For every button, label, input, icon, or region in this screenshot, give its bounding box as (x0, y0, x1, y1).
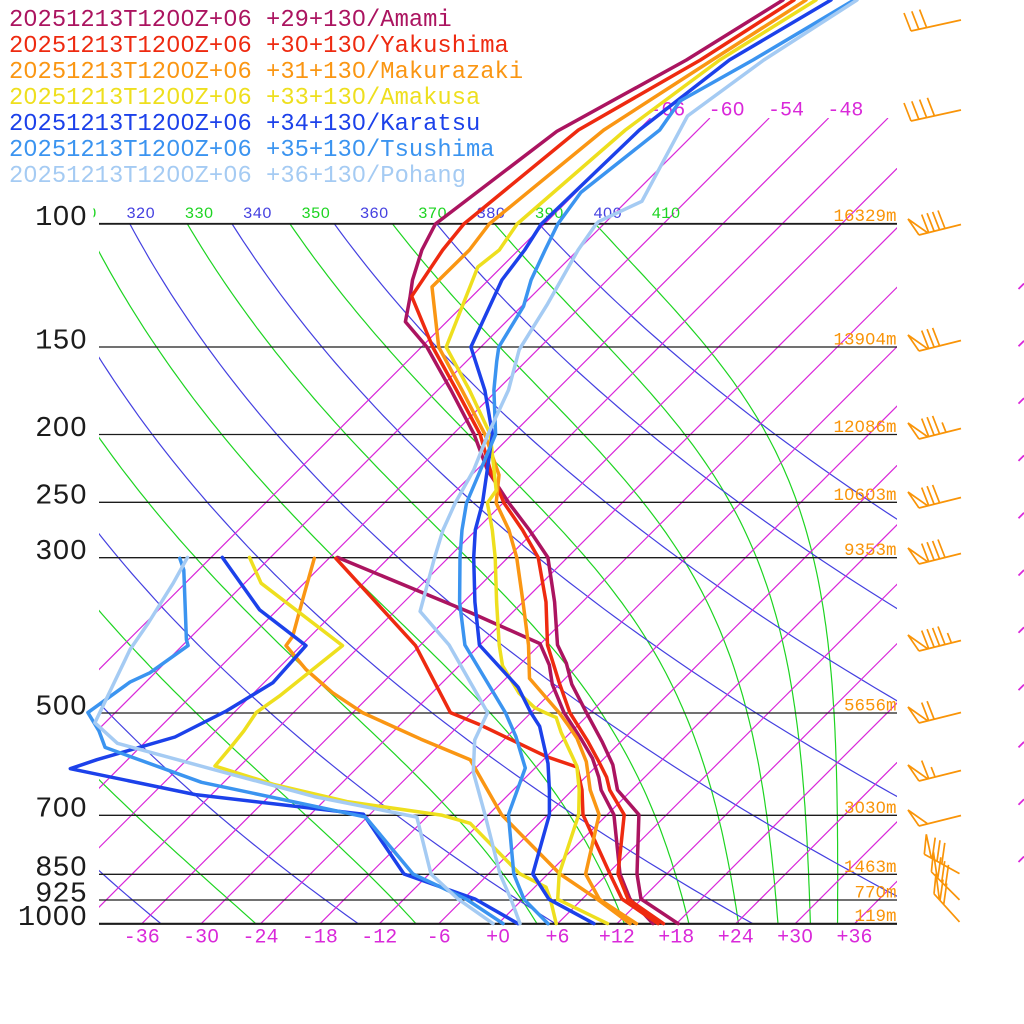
svg-text:5656m: 5656m (844, 697, 897, 717)
svg-text:330: 330 (185, 205, 214, 223)
svg-text:-12: -12 (361, 927, 397, 950)
svg-text:20251213T1200Z+06 +31+130/Maku: 20251213T1200Z+06 +31+130/Makurazaki (9, 59, 523, 86)
svg-text:320: 320 (126, 205, 155, 223)
svg-text:16329m: 16329m (833, 207, 896, 227)
svg-text:+24: +24 (718, 927, 754, 950)
svg-text:3030m: 3030m (844, 799, 897, 819)
svg-text:370: 370 (418, 205, 447, 223)
svg-text:350: 350 (301, 205, 330, 223)
svg-text:+36: +36 (836, 927, 872, 950)
svg-text:+18: +18 (658, 927, 694, 950)
svg-text:+6: +6 (545, 927, 569, 950)
svg-text:10603m: 10603m (833, 486, 896, 506)
svg-text:1000: 1000 (18, 901, 87, 934)
svg-text:20251213T1200Z+06 +29+130/Amam: 20251213T1200Z+06 +29+130/Amami (9, 7, 452, 34)
svg-text:-60: -60 (709, 100, 745, 123)
svg-text:410: 410 (651, 205, 680, 223)
svg-text:310: 310 (68, 205, 97, 223)
svg-text:13904m: 13904m (833, 331, 896, 351)
svg-text:1463m: 1463m (844, 858, 897, 878)
svg-text:925: 925 (35, 877, 87, 910)
svg-text:-54: -54 (768, 100, 804, 123)
svg-text:-24: -24 (242, 927, 278, 950)
svg-text:100: 100 (35, 201, 87, 234)
svg-text:20251213T1200Z+06 +33+130/Amak: 20251213T1200Z+06 +33+130/Amakusa (9, 85, 480, 112)
svg-text:119m: 119m (854, 907, 896, 927)
svg-text:+30: +30 (777, 927, 813, 950)
svg-text:360: 360 (360, 205, 389, 223)
svg-text:+12: +12 (599, 927, 635, 950)
svg-text:400: 400 (593, 205, 622, 223)
svg-text:340: 340 (243, 205, 272, 223)
svg-text:770m: 770m (854, 884, 896, 904)
svg-text:20251213T1200Z+06 +30+130/Yaku: 20251213T1200Z+06 +30+130/Yakushima (9, 33, 509, 60)
svg-text:-36: -36 (124, 927, 160, 950)
svg-text:20251213T1200Z+06 +35+130/Tsus: 20251213T1200Z+06 +35+130/Tsushima (9, 137, 495, 164)
svg-text:9353m: 9353m (844, 541, 897, 561)
svg-text:-18: -18 (302, 927, 338, 950)
svg-text:20251213T1200Z+06 +34+130/Kara: 20251213T1200Z+06 +34+130/Karatsu (9, 111, 480, 138)
svg-text:-6: -6 (427, 927, 451, 950)
svg-text:-30: -30 (183, 927, 219, 950)
svg-text:+0: +0 (486, 927, 510, 950)
svg-text:20251213T1200Z+06 +36+130/Poha: 20251213T1200Z+06 +36+130/Pohang (9, 163, 466, 190)
svg-text:12086m: 12086m (833, 418, 896, 438)
svg-text:-48: -48 (827, 100, 863, 123)
